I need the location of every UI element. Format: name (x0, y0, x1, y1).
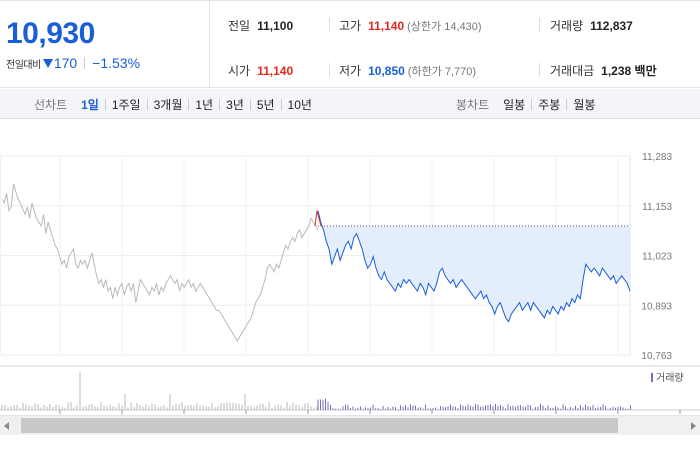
line-period-tab[interactable]: 1주일 (111, 97, 141, 112)
toolbar-divider (188, 98, 190, 110)
stat-sub: (상한가 14,430) (407, 21, 482, 33)
y-tick-label: 10,893 (641, 301, 672, 312)
stat-label: 저가 (339, 64, 362, 78)
price-chart[interactable]: 11,283 11,153 11,023 10,893 10,763 거래량 (0, 120, 700, 415)
stat-divider (539, 63, 540, 77)
price-summary: 10,930 전일대비 170 −1.53% (0, 1, 210, 88)
series-line-today (317, 210, 631, 323)
stat-high: 고가 11,140 (상한가 14,430) (339, 17, 482, 34)
toolbar-divider (566, 98, 568, 110)
stat-divider (329, 18, 330, 32)
stat-value: 1,238 백만 (601, 64, 657, 78)
stat-open: 시가 11,140 (228, 62, 293, 79)
candle-period-tab[interactable]: 월봉 (573, 97, 596, 112)
stat-label: 거래량 (550, 19, 584, 33)
stat-volume: 거래량 112,837 (550, 17, 633, 34)
stat-divider (539, 18, 540, 32)
candle-period-tab[interactable]: 일봉 (503, 97, 526, 112)
toolbar-divider (249, 98, 251, 110)
candle-chart-label: 봉차트 (456, 97, 490, 112)
scroll-right-icon[interactable] (691, 422, 696, 430)
toolbar-divider (146, 98, 148, 110)
change-row: 전일대비 170 −1.53% (6, 55, 140, 71)
toolbar-divider (219, 98, 221, 110)
toolbar-divider (280, 98, 282, 110)
line-chart-label: 선차트 (34, 97, 68, 112)
change-value: 170 (53, 55, 78, 71)
line-chart-periods: 선차트 1일 1주일 3개월 1년 3년 5년 10년 (34, 89, 316, 119)
line-period-tab[interactable]: 1년 (195, 97, 214, 112)
stat-value: 11,100 (257, 19, 294, 33)
stat-value: 11,140 (257, 64, 294, 78)
stat-prev-close: 전일 11,100 (228, 17, 293, 34)
toolbar-divider (531, 98, 533, 110)
line-period-tab[interactable]: 10년 (287, 97, 312, 112)
y-tick-label: 11,153 (642, 202, 672, 213)
volume-legend-swatch (651, 373, 653, 382)
y-tick-label: 11,283 (642, 152, 672, 163)
quote-header: 10,930 전일대비 170 −1.53% 전일 11,100 고가 11,140… (0, 0, 700, 88)
candle-chart-periods: 봉차트 일봉 주봉 월봉 (456, 89, 599, 119)
chart-scrollbar[interactable] (0, 415, 700, 435)
stat-label: 고가 (339, 19, 362, 33)
change-divider (84, 57, 86, 69)
stat-label: 시가 (228, 64, 251, 78)
toolbar-divider (104, 98, 106, 110)
scroll-thumb[interactable] (21, 418, 618, 433)
below-reference-fill (318, 226, 630, 322)
candle-period-tab[interactable]: 주봉 (538, 97, 561, 112)
line-period-tab[interactable]: 3년 (226, 97, 244, 112)
stat-value: 10,850 (368, 64, 405, 78)
stat-turnover: 거래대금 1,238 백만 (550, 62, 657, 79)
chart-canvas: 11,283 11,153 11,023 10,893 10,763 거래량 (0, 152, 700, 414)
line-period-tab[interactable]: 3개월 (153, 97, 183, 112)
stat-low: 저가 10,850 (하한가 7,770) (339, 62, 476, 79)
stat-sub: (하한가 7,770) (407, 66, 477, 78)
stat-label: 거래대금 (550, 64, 595, 78)
chart-toolbar: 선차트 1일 1주일 3개월 1년 3년 5년 10년 봉차트 일봉 주봉 월봉 (0, 89, 700, 119)
scroll-left-icon[interactable] (4, 422, 9, 430)
series-line-up (314, 210, 322, 227)
line-period-tab[interactable]: 5년 (256, 97, 275, 112)
down-triangle-icon (42, 58, 53, 68)
volume-legend-label: 거래량 (656, 372, 684, 384)
y-tick-label: 11,023 (642, 252, 672, 263)
stat-value: 11,140 (368, 19, 405, 33)
change-label: 전일대비 (6, 59, 41, 71)
line-period-tab[interactable]: 1일 (81, 97, 99, 112)
stat-label: 전일 (228, 19, 251, 33)
stat-value: 112,837 (590, 19, 633, 33)
series-line-previous (1, 183, 319, 342)
current-price: 10,930 (6, 17, 95, 50)
stats-panel: 전일 11,100 고가 11,140 (상한가 14,430) 거래량 112,837… (211, 1, 700, 88)
y-tick-label: 10,763 (641, 351, 672, 362)
stat-divider (329, 63, 330, 77)
change-rate: −1.53% (92, 55, 141, 71)
